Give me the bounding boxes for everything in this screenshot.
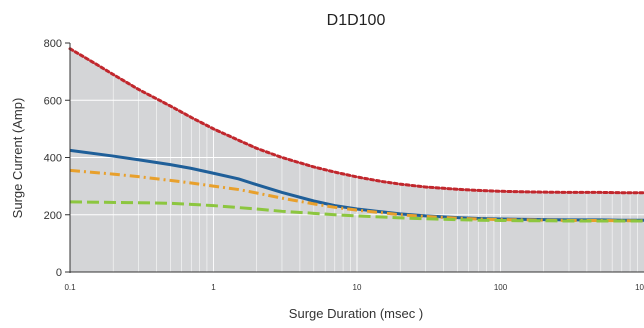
y-tick-label: 400 xyxy=(44,153,62,165)
y-tick-label: 600 xyxy=(44,95,62,107)
y-tick-label: 800 xyxy=(44,38,62,50)
plot-area xyxy=(65,42,644,273)
series-line-1 xyxy=(68,47,644,195)
x-tick-label: 100 xyxy=(494,283,508,292)
y-tick-labels: 0 200 400 600 800 xyxy=(44,38,62,279)
series-line-4 xyxy=(69,200,644,223)
y-tick-label: 0 xyxy=(56,267,62,279)
x-axis-label: Surge Duration (msec ) xyxy=(289,306,423,321)
x-tick-label: 1 xyxy=(211,283,216,292)
x-tick-label: 10 xyxy=(353,283,362,292)
chart-title: D1D100 xyxy=(327,12,386,29)
x-tick-label: 0.1 xyxy=(64,283,76,292)
y-tick-label: 200 xyxy=(44,210,62,222)
y-axis-label: Surge Current (Amp) xyxy=(10,98,25,219)
